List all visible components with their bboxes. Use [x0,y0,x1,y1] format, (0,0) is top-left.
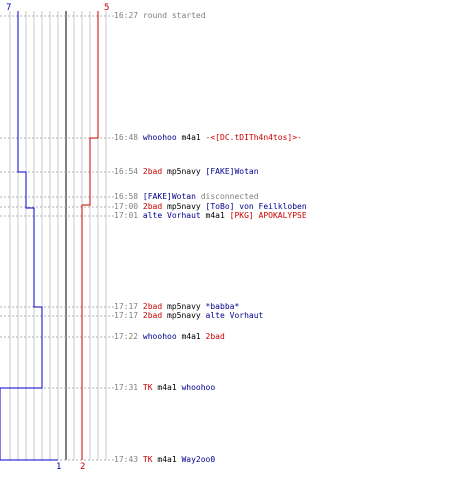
event-text: whoohoo [142,133,177,142]
blue-start-count: 7 [6,3,11,13]
event-time: 17:22 [114,332,139,341]
event-text: m4a1 [176,133,206,142]
event-time: 17:31 [114,383,139,392]
event-text: 2bad [142,167,163,176]
event-time: 17:17 [114,311,139,320]
event-text: [ToBo] von Feilkloben [205,202,307,211]
event-text: -<[DC.tDITh4n4tos]>- [205,133,302,142]
event-text: 2bad [205,332,225,341]
event-text: whoohoo [181,383,216,392]
event-row: 17:00 2bad mp5navy [ToBo] von Feilkloben [114,202,307,211]
event-text: Way2oo0 [181,455,216,464]
event-text: m4a1 [152,383,182,392]
event-time: 17:01 [114,211,139,220]
event-row: 16:27 round started [114,11,206,20]
event-row: 17:22 whoohoo m4a1 2bad [114,332,225,341]
event-text: mp5navy [162,167,206,176]
event-log: 16:27 round started 16:48 whoohoo m4a1 -<… [114,0,450,500]
event-text: *babba* [205,302,240,311]
event-text: alte Vorhaut [142,211,201,220]
event-text: mp5navy [162,202,206,211]
event-row: 16:48 whoohoo m4a1 -<[DC.tDITh4n4tos]>- [114,133,302,142]
event-text: TK [142,383,153,392]
red-start-count: 5 [104,3,109,13]
event-row: 17:31 TK m4a1 whoohoo [114,383,215,392]
event-text: disconnected [195,192,259,201]
blue-team-line [0,11,58,461]
event-row: 17:17 2bad mp5navy alte Vorhaut [114,311,263,320]
event-row: 17:17 2bad mp5navy *babba* [114,302,239,311]
event-text: mp5navy [162,302,206,311]
event-text: [FAKE]Wotan [142,192,196,201]
event-text: TK [142,455,153,464]
red-end-count: 2 [80,462,85,472]
event-text: round started [142,11,206,20]
event-time: 17:17 [114,302,139,311]
event-row: 16:58 [FAKE]Wotan disconnected [114,192,259,201]
event-time: 17:00 [114,202,139,211]
event-text: 2bad [142,202,163,211]
event-text: [FAKE]Wotan [205,167,259,176]
event-time: 16:27 [114,11,139,20]
red-team-line [81,11,99,460]
event-time: 16:58 [114,192,139,201]
event-row: 17:43 TK m4a1 Way2oo0 [114,455,215,464]
event-text: mp5navy [162,311,206,320]
event-text: 2bad [142,311,163,320]
event-text: 2bad [142,302,163,311]
round-timeline-chart: 7 5 1 2 [0,3,114,472]
event-time: 16:54 [114,167,139,176]
event-text: m4a1 [176,332,206,341]
event-text: m4a1 [200,211,230,220]
event-text: whoohoo [142,332,177,341]
event-text: [PKG] APOKALYPSE [229,211,307,220]
event-text: m4a1 [152,455,182,464]
event-row: 17:01 alte Vorhaut m4a1 [PKG] APOKALYPSE [114,211,307,220]
event-time: 17:43 [114,455,139,464]
event-text: alte Vorhaut [205,311,264,320]
event-row: 16:54 2bad mp5navy [FAKE]Wotan [114,167,259,176]
event-time: 16:48 [114,133,139,142]
blue-end-count: 1 [56,462,61,472]
